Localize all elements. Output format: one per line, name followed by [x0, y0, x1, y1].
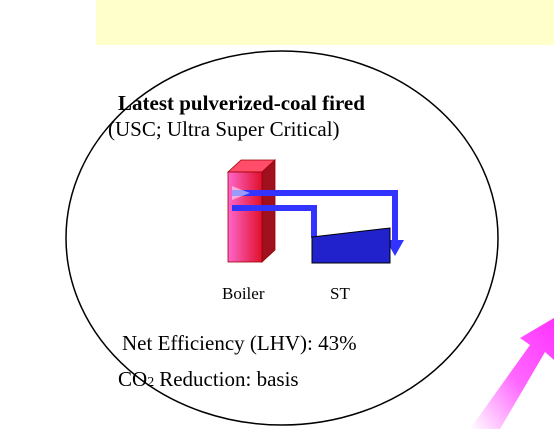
co2-subscript: 2: [147, 375, 154, 390]
co2-rest: Reduction: basis: [159, 367, 298, 391]
steam-turbine: [312, 228, 390, 263]
subtitle: (USC; Ultra Super Critical): [108, 117, 340, 141]
diagram: Latest pulverized-coal fired (USC; Ultra…: [0, 0, 554, 429]
pink-arrow: [470, 318, 554, 429]
page: Latest pulverized-coal fired (USC; Ultra…: [0, 0, 554, 429]
node-label: ST: [330, 284, 350, 303]
boiler-front: [228, 172, 262, 262]
efficiency: Net Efficiency (LHV): 43%: [122, 331, 357, 355]
title: Latest pulverized-coal fired: [118, 91, 365, 115]
top-band: [96, 0, 554, 45]
co2-prefix: CO: [118, 367, 147, 391]
node-label: Boiler: [222, 284, 265, 303]
co2-line: CO2 Reduction: basis: [118, 367, 299, 391]
